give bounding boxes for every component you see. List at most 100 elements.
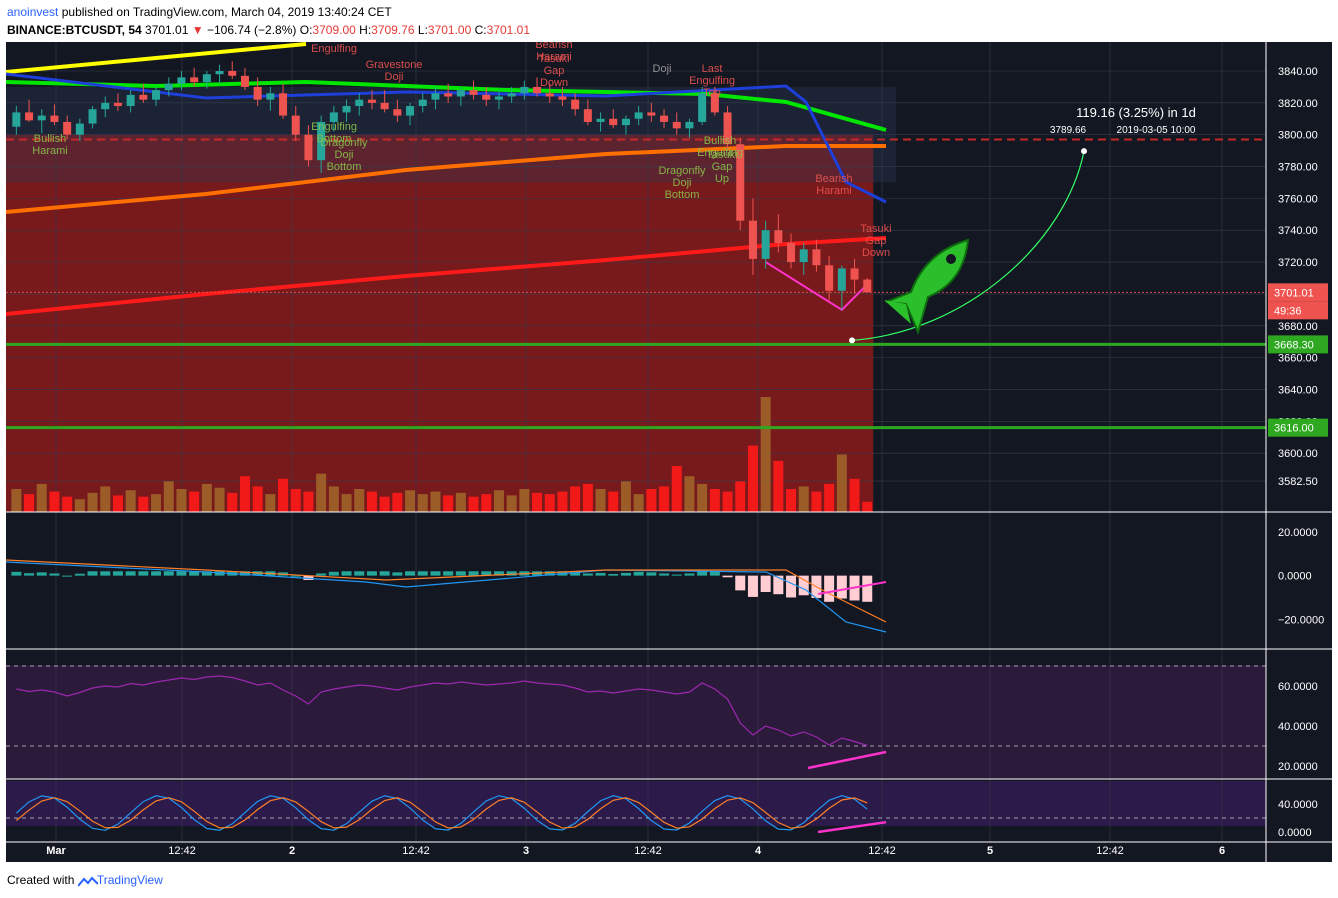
macd-histogram-bar: [328, 571, 339, 576]
pattern-label: Dragonfly: [658, 165, 706, 177]
candle-body: [698, 93, 707, 122]
volume-bar: [697, 483, 708, 512]
volume-bar: [773, 460, 784, 512]
candle-body: [139, 94, 148, 100]
last-price: 3701.01: [145, 23, 189, 37]
volume-bar: [824, 483, 835, 512]
candle-body: [253, 86, 262, 100]
ma-mid-line: [5, 144, 886, 214]
time-tick-label: 12:42: [402, 845, 430, 857]
macd-histogram-bar: [824, 575, 835, 602]
rsi-tick-label: 60.0000: [1278, 681, 1318, 693]
candle-body: [710, 93, 719, 113]
stoch-tick-label: 40.0000: [1278, 799, 1318, 811]
pattern-label: Tasuki: [860, 223, 891, 235]
price-badge: [1268, 335, 1328, 354]
candle-body: [329, 112, 338, 122]
pattern-label: Engulfing: [689, 75, 735, 87]
candle-body: [571, 99, 580, 110]
volume-bar: [112, 495, 123, 512]
candle-body: [736, 144, 745, 221]
time-tick-label: 2: [289, 845, 295, 857]
candle-body: [12, 112, 21, 127]
macd-histogram-bar: [290, 575, 301, 577]
candle-body: [507, 93, 516, 97]
candle-body: [482, 94, 491, 100]
volume-bar: [532, 492, 543, 512]
rsi-divergence-line: [807, 750, 887, 770]
macd-divergence-line: [817, 581, 887, 595]
chart-svg[interactable]: BullishHaramiEngulfingGravestoneDojiEngu…: [5, 39, 1332, 862]
macd-histogram-bar: [570, 571, 581, 576]
candle-body: [279, 93, 288, 116]
candle-body: [367, 99, 376, 103]
pattern-label: Tasuki: [538, 53, 569, 65]
candle-body: [761, 230, 770, 259]
volume-bar: [747, 445, 758, 512]
stoch-divergence-line: [817, 820, 887, 834]
volume-bar: [798, 486, 809, 512]
macd-histogram-bar: [151, 571, 162, 576]
volume-bar: [455, 492, 466, 512]
candle-body: [774, 230, 783, 243]
volume-bar: [417, 494, 428, 512]
stoch-band-fill: [6, 781, 1266, 826]
macd-histogram-bar: [201, 571, 212, 576]
volume-bar: [646, 489, 657, 512]
volume-bar: [138, 496, 149, 512]
candle-body: [317, 121, 326, 161]
volume-bar: [430, 491, 441, 512]
pattern-label: Engulfing: [697, 147, 743, 159]
projection-text: 119.16 (3.25%) in 1d: [1076, 105, 1196, 120]
chart-area[interactable]: Bullish Harami Engulfing Gravestone Doji Engu…: [5, 39, 1332, 862]
macd-histogram-bar: [36, 572, 47, 576]
macd-histogram-bar: [189, 571, 200, 576]
macd-histogram-bar: [62, 575, 73, 577]
candle-body: [355, 99, 364, 107]
volume-bar: [100, 486, 111, 512]
macd-histogram-bar: [671, 574, 682, 576]
macd-histogram-bar: [417, 571, 428, 576]
volume-bar: [595, 489, 606, 512]
pattern-label: Last: [702, 63, 723, 75]
symbol-label: BINANCE:BTCUSDT, 54: [7, 23, 142, 37]
pattern-label: Doji: [335, 149, 354, 161]
tradingview-link[interactable]: TradingView: [96, 873, 163, 887]
candle-body: [418, 99, 427, 107]
projection-date: 2019-03-05 10:00: [1117, 125, 1196, 136]
volume-bar: [443, 495, 454, 512]
volume-bar: [11, 489, 22, 512]
volume-bar: [481, 494, 492, 512]
candle-body: [75, 123, 84, 135]
macd-histogram-bar: [684, 573, 695, 576]
macd-histogram-bar: [11, 571, 22, 576]
pattern-label: Bottom: [327, 161, 362, 173]
time-tick-label: Mar: [46, 845, 66, 857]
pattern-label: Top: [703, 87, 721, 99]
macd-histogram-bar: [709, 571, 720, 576]
pattern-label: Gap: [544, 65, 565, 77]
candle-body: [533, 86, 542, 94]
time-tick-label: 3: [523, 845, 529, 857]
macd-histogram-bar: [798, 575, 809, 596]
candle-body: [799, 249, 808, 263]
volume-bar: [49, 491, 60, 512]
change-value: −106.74 (−2.8%): [207, 23, 297, 37]
volume-bar: [684, 476, 695, 512]
price-tick-label: 3800.00: [1278, 130, 1318, 142]
author-link[interactable]: anoinvest: [7, 5, 59, 19]
pattern-label: Up: [715, 173, 729, 185]
candle-body: [240, 75, 249, 87]
macd-histogram-bar: [620, 572, 631, 576]
created-with-text: Created with: [7, 873, 75, 887]
volume-bar: [151, 494, 162, 512]
macd-histogram-bar: [747, 575, 758, 597]
candle-body: [342, 106, 351, 113]
pattern-label: Doji: [673, 177, 692, 189]
pattern-label: Gap: [866, 235, 887, 247]
candle-body: [545, 93, 554, 97]
time-tick-label: 4: [755, 845, 762, 857]
tradingview-logo-icon: [76, 876, 99, 887]
volume-bar: [620, 481, 631, 512]
candle-body: [266, 93, 275, 100]
